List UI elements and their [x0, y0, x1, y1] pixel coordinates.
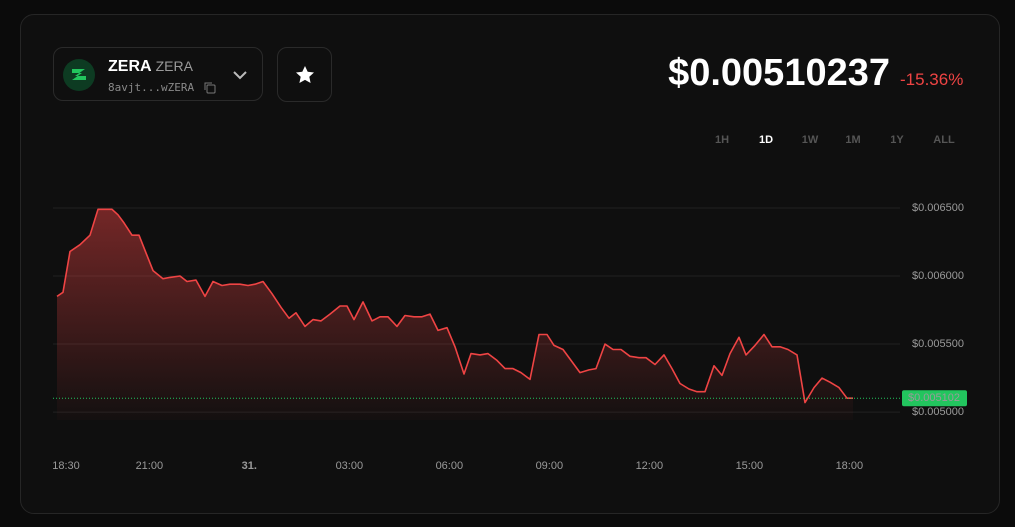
- timeframe-button[interactable]: 1D: [758, 134, 774, 146]
- y-tick-label: $0.005500: [912, 338, 964, 350]
- token-symbol: ZERA: [155, 58, 193, 74]
- timeframe-button[interactable]: ALL: [933, 134, 955, 146]
- x-tick-label: 06:00: [436, 460, 464, 472]
- star-icon: [296, 66, 314, 83]
- area: [57, 209, 853, 420]
- y-tick-label: $0.006000: [912, 270, 964, 282]
- price-line: [56, 208, 853, 404]
- token-logo: [63, 59, 95, 91]
- x-tick-label: 21:00: [136, 460, 164, 472]
- favorite-button[interactable]: [277, 47, 332, 102]
- address-row: 8avjt...wZERA: [108, 81, 216, 94]
- x-tick-label: 18:00: [836, 460, 864, 472]
- x-tick-label: 31.: [242, 460, 257, 472]
- reference-label: $0.005102: [908, 392, 960, 404]
- timeframe-button[interactable]: 1W: [801, 134, 819, 146]
- x-tick-label: 18:30: [52, 460, 80, 472]
- x-tick-label: 15:00: [736, 460, 764, 472]
- x-tick-label: 03:00: [336, 460, 364, 472]
- card: [20, 14, 1000, 514]
- token-name: ZERA: [108, 58, 152, 75]
- price-change: -15.36%: [900, 70, 964, 89]
- price: $0.00510237: [668, 52, 890, 94]
- y-tick-label: $0.006500: [912, 202, 964, 214]
- x-tick-label: 09:00: [536, 460, 564, 472]
- token-selector[interactable]: ZERA ZERA 8avjt...wZERA: [53, 47, 263, 101]
- token-title: ZERA ZERA: [108, 58, 193, 76]
- y-tick-label: $0.005000: [912, 406, 964, 418]
- copy-icon[interactable]: [204, 82, 216, 94]
- token-address: 8avjt...wZERA: [108, 81, 195, 94]
- dropdown-chevron[interactable]: [232, 67, 248, 83]
- x-tick-label: 12:00: [636, 460, 664, 472]
- timeframe-button[interactable]: 1H: [714, 134, 730, 146]
- timeframe-button[interactable]: 1M: [845, 134, 861, 146]
- timeframe-button[interactable]: 1Y: [890, 134, 904, 146]
- reference-label-box: [902, 390, 967, 407]
